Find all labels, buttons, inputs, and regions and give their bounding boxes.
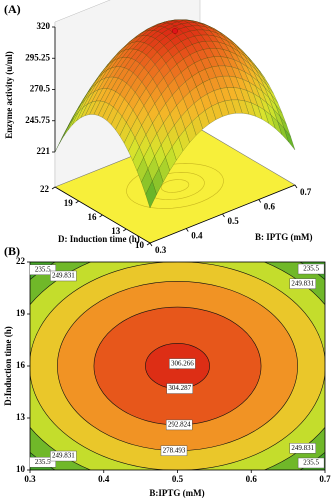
z-tick-label: 245.75: [25, 115, 50, 125]
contour-label-bg: [166, 383, 193, 394]
z-tick-label: 295.25: [25, 52, 50, 62]
x-tick-label: 0.6: [264, 202, 276, 212]
contour-label: 249.831: [291, 444, 314, 452]
x-tick-label: 0.4: [191, 231, 203, 241]
x-tick-label: 0.6: [246, 474, 258, 484]
y-tick-label: 22: [40, 184, 50, 194]
z-tick-label: 320: [37, 21, 51, 31]
contour-label: 249.831: [52, 452, 75, 460]
x-tick: [149, 242, 153, 247]
x-tick: [222, 213, 225, 218]
contour-label-bg: [297, 263, 325, 275]
x-tick-label: 0.3: [24, 474, 36, 484]
contour-label-bg: [50, 450, 77, 462]
contour-label: 306.266: [171, 359, 194, 367]
y-tick-label: 19: [64, 198, 74, 208]
x-tick-label: 0.3: [155, 245, 167, 255]
y-tick-label: 13: [111, 226, 121, 236]
contour-label-bg: [166, 419, 193, 431]
contour-label: 292.824: [168, 421, 191, 429]
panel-label: (A): [4, 2, 21, 16]
z-tick-label: 270.5: [30, 84, 51, 94]
contour-label: 249.831: [52, 272, 75, 280]
contour-label-bg: [29, 456, 56, 468]
x-axis-title: B:IPTG (mM): [149, 488, 204, 498]
y-tick-label: 19: [16, 308, 26, 318]
panel-label: (B): [4, 244, 20, 258]
contour-label-bg: [160, 445, 188, 456]
z-tick-label: 221: [37, 146, 51, 156]
x-tick: [258, 199, 262, 203]
y-axis-title: D: Induction time (h): [58, 234, 140, 244]
floor-contour: [160, 179, 190, 193]
contour-label-bg: [29, 264, 56, 276]
x-tick-label: 0.5: [228, 216, 240, 226]
x-tick-label: 0.4: [98, 474, 110, 484]
y-tick: [146, 242, 151, 246]
y-tick: [75, 200, 79, 204]
surface-patch: [145, 180, 157, 209]
x-tick-label: 0.7: [300, 187, 312, 197]
y-tick-label: 10: [135, 240, 145, 250]
contour-label: 304.287: [168, 384, 191, 392]
y-tick-label: 16: [16, 360, 26, 370]
contour-label-bg: [289, 443, 316, 454]
x-tick-label: 0.7: [319, 474, 331, 484]
contour-label: 249.831: [291, 279, 314, 287]
z-axis-title: Enzyme activity (u/ml): [4, 51, 14, 138]
contour-label-bg: [50, 270, 77, 282]
x-tick-label: 0.5: [172, 474, 184, 484]
y-tick-label: 16: [88, 212, 98, 222]
contour-label: 235.5: [303, 459, 319, 467]
surface-patch: [283, 128, 296, 151]
contour-label-bg: [297, 457, 325, 469]
contour-label: 235.5: [35, 265, 51, 273]
y-axis-title: D:Induction time (h): [3, 326, 13, 406]
y-tick-label: 22: [16, 256, 26, 266]
design-point: [172, 28, 178, 34]
y-tick-label: 10: [16, 464, 26, 474]
x-axis-title: B: IPTG (mM): [255, 232, 313, 242]
contour-label-bg: [289, 278, 316, 289]
contour-label: 235.5: [303, 265, 319, 273]
y-tick-label: 13: [16, 412, 26, 422]
contour-label-bg: [169, 358, 196, 369]
contour-label: 235.5: [35, 458, 51, 466]
x-tick: [185, 228, 189, 232]
y-tick: [51, 186, 56, 190]
y-tick: [99, 214, 103, 218]
contour-label: 278.493: [163, 446, 186, 454]
y-tick: [123, 228, 127, 232]
x-tick: [294, 184, 298, 189]
